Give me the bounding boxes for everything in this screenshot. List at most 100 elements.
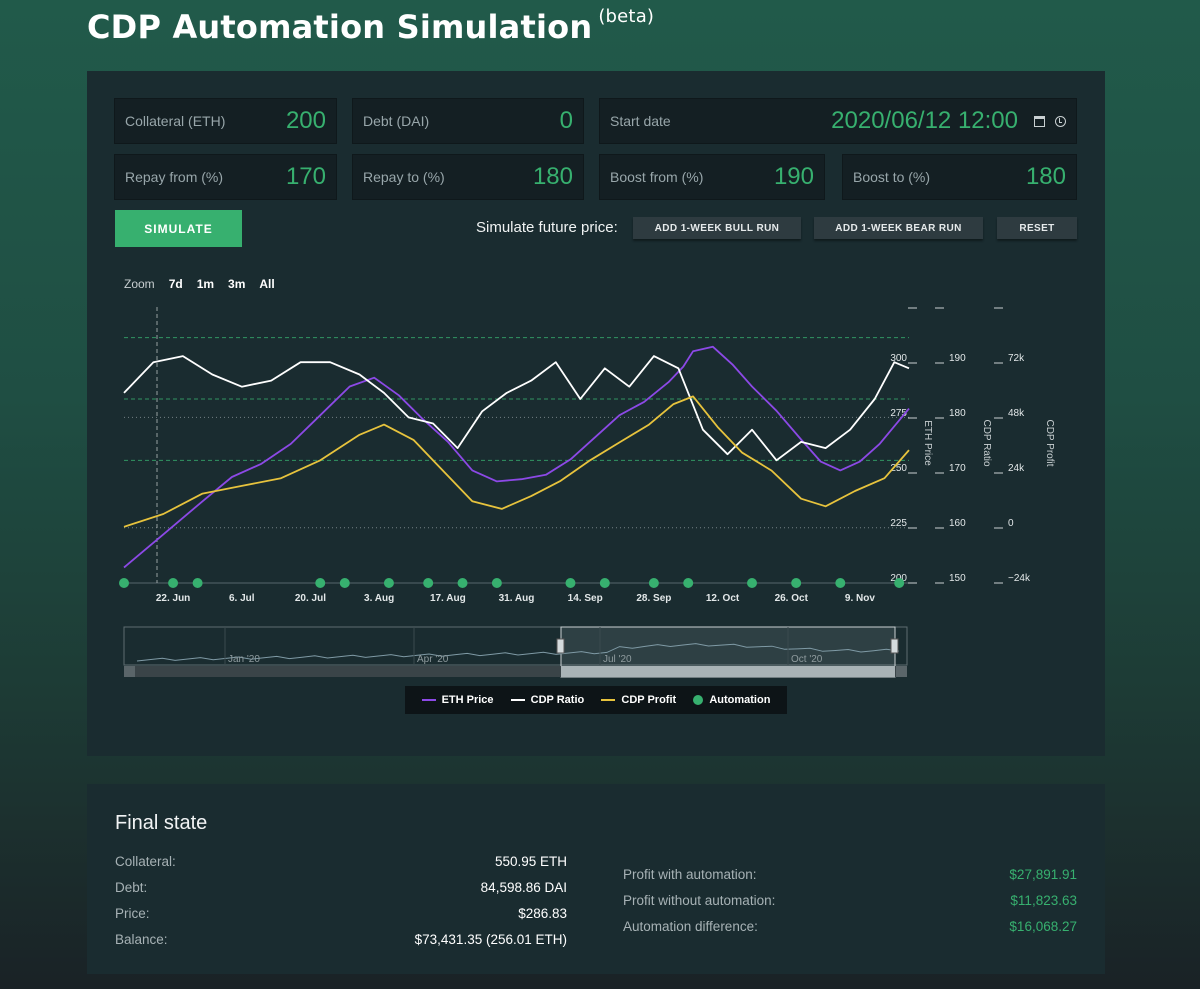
final-debt-value: 84,598.86 DAI [480, 879, 567, 895]
automation-marker [565, 578, 576, 588]
cdp-chart: 22. Jun 6. Jul 20. Jul 3. Aug 17. Aug 31. Aug… [119, 307, 1055, 678]
legend-eth-price[interactable]: ETH Price [421, 694, 494, 706]
automation-marker [491, 578, 502, 588]
calendar-icon[interactable] [1034, 115, 1045, 127]
zoom-label: Zoom [124, 277, 155, 291]
repay-from-field[interactable]: Repay from (%) 170 [114, 154, 337, 200]
boost-to-value[interactable]: 180 [1025, 163, 1066, 190]
boost-to-field[interactable]: Boost to (%) 180 [842, 154, 1077, 200]
navigator-label: Jul '20 [603, 654, 632, 665]
profit-without-label: Profit without automation: [623, 892, 776, 908]
scrollbar-track [124, 666, 907, 677]
cdp-profit-tick-label: 0 [1008, 518, 1014, 529]
x-tick-label: 28. Sep [636, 593, 671, 604]
final-collateral-label: Collateral: [115, 853, 176, 869]
cdp-profit-tick-label: 48k [1008, 408, 1025, 419]
eth-price-tick-label: 225 [890, 518, 907, 529]
final-state-title: Final state [115, 812, 208, 834]
legend-cdp-profit-swatch [601, 699, 616, 701]
boost-to-label: Boost to (%) [853, 169, 931, 185]
automation-marker [747, 578, 757, 588]
bull-run-button[interactable]: ADD 1-WEEK BULL RUN [633, 217, 801, 239]
eth-price-axis-title: ETH Price [922, 420, 933, 466]
boost-from-field[interactable]: Boost from (%) 190 [599, 154, 825, 200]
cdp-profit-tick-label: −24k [1008, 573, 1031, 584]
simulation-panel: Collateral (ETH) 200 Debt (DAI) 0 Start … [87, 71, 1105, 756]
eth-price-tick-label: 250 [890, 463, 907, 474]
cdp-profit-tick-label: 72k [1008, 353, 1025, 364]
navigator-right-handle [890, 638, 899, 654]
profit-without-row: Profit without automation: $11,823.63 [623, 890, 1077, 910]
legend-cdp-ratio-swatch [510, 699, 525, 701]
final-price-value: $286.83 [518, 905, 567, 921]
x-tick-label: 12. Oct [706, 593, 740, 604]
automation-difference-row: Automation difference: $16,068.27 [623, 916, 1077, 936]
simulate-button[interactable]: SIMULATE [115, 210, 242, 247]
x-tick-label: 26. Oct [775, 593, 809, 604]
x-tick-label: 22. Jun [156, 593, 190, 604]
x-tick-label: 9. Nov [845, 593, 875, 604]
automation-marker [835, 578, 846, 588]
legend-cdp-ratio-label: CDP Ratio [530, 694, 585, 706]
final-collateral-row: Collateral: 550.95 ETH [115, 851, 567, 871]
clock-icon[interactable] [1055, 115, 1066, 127]
cdp-ratio-axis-title: CDP Ratio [981, 419, 992, 466]
legend-automation-label: Automation [709, 694, 771, 706]
eth-price-tick-label: 275 [890, 408, 907, 419]
automation-marker [599, 578, 610, 588]
start-date-value[interactable]: 2020/06/12 12:00 [831, 107, 1018, 134]
legend-cdp-profit[interactable]: CDP Profit [601, 694, 676, 706]
legend-automation-dot [693, 695, 704, 705]
collateral-field[interactable]: Collateral (ETH) 200 [114, 98, 337, 144]
zoom-3m-button[interactable]: 3m [228, 277, 246, 291]
navigator-label: Apr '20 [417, 654, 449, 665]
reset-button[interactable]: RESET [997, 217, 1077, 239]
final-price-label: Price: [115, 905, 150, 921]
cdp-profit-tick-label: 24k [1008, 463, 1025, 474]
legend-cdp-profit-label: CDP Profit [621, 694, 677, 706]
bear-run-button[interactable]: ADD 1-WEEK BEAR RUN [814, 217, 983, 239]
cdp-ratio-tick-label: 170 [949, 463, 966, 474]
profit-with-label: Profit with automation: [623, 866, 757, 882]
x-tick-label: 17. Aug [430, 593, 466, 604]
legend-cdp-ratio[interactable]: CDP Ratio [510, 694, 585, 706]
beta-badge: (beta) [598, 6, 655, 28]
cdp-profit-axis-title: CDP Profit [1044, 419, 1055, 466]
repay-to-field[interactable]: Repay to (%) 180 [352, 154, 584, 200]
collateral-label: Collateral (ETH) [125, 113, 226, 129]
automation-marker [168, 578, 179, 588]
collateral-value[interactable]: 200 [285, 107, 326, 134]
zoom-1m-button[interactable]: 1m [196, 277, 215, 291]
zoom-controls: Zoom 7d 1m 3m All [124, 277, 275, 291]
legend-automation[interactable]: Automation [693, 694, 770, 706]
final-balance-value: $73,431.35 (256.01 ETH) [414, 931, 567, 947]
automation-marker [383, 578, 394, 588]
title-text: CDP Automation Simulation [87, 8, 593, 46]
automation-marker [315, 578, 326, 588]
profit-with-value: $27,891.91 [1009, 866, 1077, 882]
cdp-ratio-tick-label: 160 [949, 518, 966, 529]
debt-field[interactable]: Debt (DAI) 0 [352, 98, 584, 144]
navigator-left-handle [556, 638, 565, 654]
zoom-7d-button[interactable]: 7d [168, 277, 183, 291]
automation-difference-label: Automation difference: [623, 918, 758, 934]
series-line-cdp-profit [123, 395, 910, 528]
legend-eth-price-swatch [421, 699, 436, 701]
series-line-cdp-ratio [123, 355, 910, 462]
boost-from-value[interactable]: 190 [773, 163, 814, 190]
chart-legend: ETH Price CDP Ratio CDP Profit Automatio… [405, 686, 787, 714]
start-date-field[interactable]: Start date 2020/06/12 12:00 [599, 98, 1077, 144]
final-balance-label: Balance: [115, 931, 168, 947]
final-state-panel: Final state Collateral: 550.95 ETH Debt: 8… [87, 784, 1105, 974]
page-title: CDP Automation Simulation (beta) [87, 6, 655, 46]
navigator-series [136, 643, 900, 662]
automation-marker [339, 578, 350, 588]
zoom-all-button[interactable]: All [259, 277, 275, 291]
repay-to-label: Repay to (%) [363, 169, 445, 185]
repay-from-value[interactable]: 170 [285, 163, 326, 190]
legend-eth-price-label: ETH Price [441, 694, 494, 706]
debt-value[interactable]: 0 [559, 107, 573, 134]
automation-marker [791, 578, 802, 588]
repay-to-value[interactable]: 180 [532, 163, 573, 190]
profit-without-value: $11,823.63 [1010, 892, 1077, 908]
